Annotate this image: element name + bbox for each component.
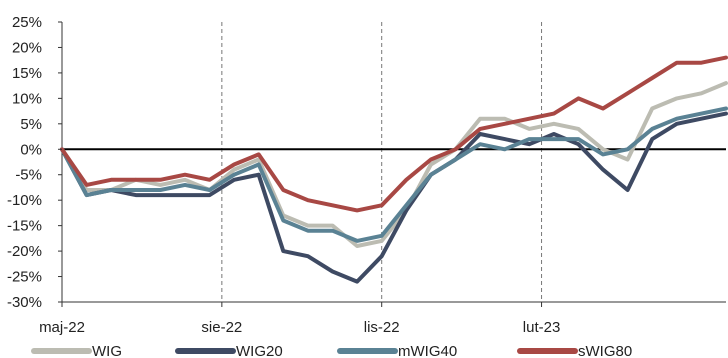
y-axis-tick-labels: 25% 20% 15% 10% 5% 0% -5% -10% -15% -20% -25% -30% (7, 14, 62, 311)
y-tick-label: 15% (12, 65, 42, 82)
legend: WIG WIG20 mWIG40 sWIG80 (31, 343, 632, 358)
series-line-wig (60, 81, 728, 248)
x-axis-tick-labels: maj-22 sie-22 lis-22 lut-23 (39, 319, 560, 336)
plot-frame (61, 22, 726, 303)
y-tick-label: 20% (12, 39, 42, 56)
x-tick-label: lut-23 (523, 319, 561, 336)
x-tick-label: sie-22 (201, 319, 242, 336)
y-tick-label: 25% (12, 14, 42, 31)
x-tick-label: lis-22 (364, 319, 400, 336)
legend-label: mWIG40 (398, 343, 457, 358)
y-tick-label: -20% (7, 243, 42, 260)
y-tick-label: -15% (7, 218, 42, 235)
series-line-wig20 (60, 111, 728, 284)
series-line-mwig40 (60, 106, 728, 243)
x-tick-label: maj-22 (39, 319, 85, 336)
y-tick-label: 10% (12, 90, 42, 107)
gridlines (61, 22, 543, 307)
y-tick-label: -25% (7, 269, 42, 286)
legend-label: WIG (92, 343, 122, 358)
legend-label: sWIG80 (578, 343, 632, 358)
series-lines (60, 55, 728, 284)
legend-label: WIG20 (236, 343, 283, 358)
y-tick-label: -10% (7, 192, 42, 209)
y-tick-label: -30% (7, 294, 42, 311)
y-tick-label: 0% (20, 141, 42, 158)
series-line-swig80 (60, 55, 728, 213)
y-tick-label: -5% (15, 167, 42, 184)
y-tick-label: 5% (20, 116, 42, 133)
